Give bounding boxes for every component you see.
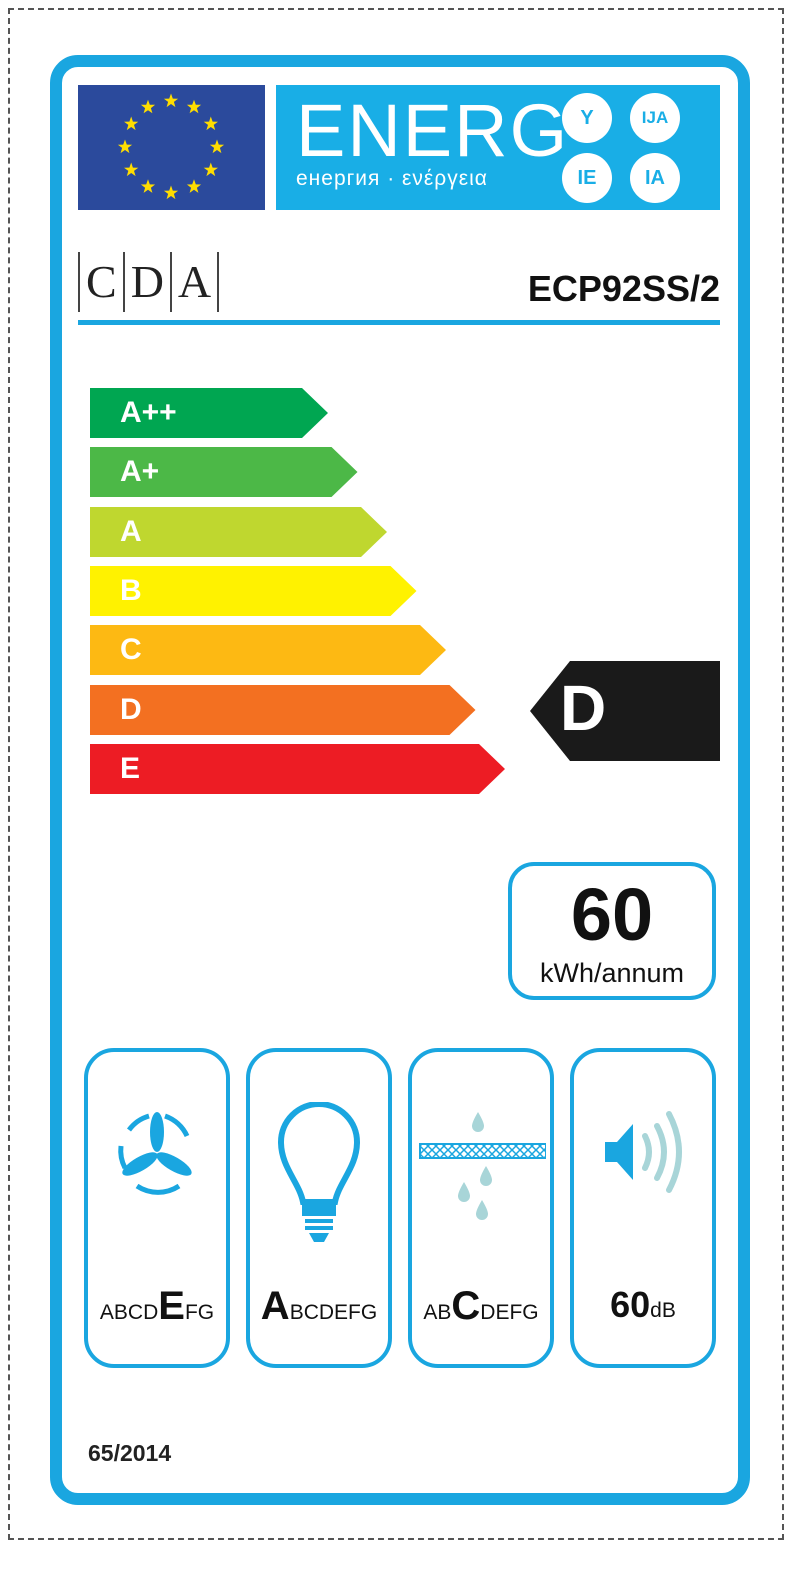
scale-label: A — [120, 514, 142, 548]
eu-flag — [78, 85, 265, 210]
energy-word: ENERG — [296, 89, 570, 172]
star-icon — [203, 162, 218, 177]
star-icon — [163, 185, 179, 200]
scale-label: D — [120, 692, 142, 726]
fan-icon — [118, 1112, 192, 1195]
grease-filter-icon — [419, 1112, 546, 1220]
consumption-value: 60 — [570, 873, 654, 956]
scale-bar-E: E — [90, 743, 507, 794]
brand-letter: A — [169, 252, 220, 312]
star-icon — [117, 139, 133, 154]
star-icon — [163, 93, 179, 108]
energy-subtitle: енергия · ενέργεια — [296, 167, 488, 190]
grease-filtering-box: ABCDEFG — [408, 1048, 554, 1368]
noise-box: 60dB — [570, 1048, 716, 1368]
fluid-dynamic-efficiency-box: ABCDEFG — [84, 1048, 230, 1368]
scale-bar-B: B — [90, 565, 419, 616]
energy-header: ENERG енергия · ενέργεια Y IJA IE IA — [276, 85, 720, 210]
label-frame — [50, 55, 750, 1505]
scale-label: A+ — [120, 455, 160, 489]
scale-bar-A+: A+ — [90, 447, 360, 498]
scale-bar-A: A — [90, 506, 389, 557]
scale-label: B — [120, 573, 142, 607]
scale-label: A++ — [120, 396, 177, 429]
eu-stars-icon — [117, 93, 225, 200]
noise-level: 60dB — [610, 1284, 676, 1325]
brand-letter: C — [78, 252, 123, 312]
speaker-icon — [605, 1111, 682, 1193]
star-icon — [124, 116, 139, 131]
language-badge: IA — [630, 153, 680, 203]
scale-label: E — [120, 751, 141, 785]
star-icon — [124, 162, 139, 177]
scale-label: C — [120, 633, 142, 667]
scale-bar-A++: A++ — [90, 388, 330, 438]
star-icon — [209, 139, 225, 154]
star-icon — [140, 99, 156, 114]
grease-filtering-class: ABCDEFG — [423, 1284, 539, 1328]
divider — [78, 320, 720, 325]
scale-bar-C: C — [90, 625, 448, 676]
star-icon — [186, 179, 202, 193]
star-icon — [186, 99, 202, 114]
lighting-efficiency-box: ABCDEFG — [246, 1048, 392, 1368]
consumption-unit: kWh/annum — [539, 958, 685, 988]
star-icon — [140, 179, 156, 193]
star-icon — [203, 116, 218, 131]
lighting-class: ABCDEFG — [260, 1284, 378, 1328]
language-badge: IE — [562, 153, 612, 203]
fluid-dynamic-class: ABCDEFG — [99, 1284, 215, 1328]
regulation-number: 65/2014 — [88, 1440, 172, 1466]
annual-consumption-box: 60 kWh/annum — [508, 862, 716, 1000]
model-number: ECP92SS/2 — [527, 268, 720, 309]
rating-indicator: D — [530, 660, 720, 761]
light-bulb-icon — [277, 1102, 361, 1242]
language-badge: IJA — [630, 93, 680, 143]
rating-class: D — [560, 671, 607, 744]
cut-line — [8, 8, 784, 1540]
brand-letter: D — [122, 252, 170, 312]
language-badge: Y — [562, 93, 612, 143]
scale-bar-D: D — [90, 684, 478, 735]
